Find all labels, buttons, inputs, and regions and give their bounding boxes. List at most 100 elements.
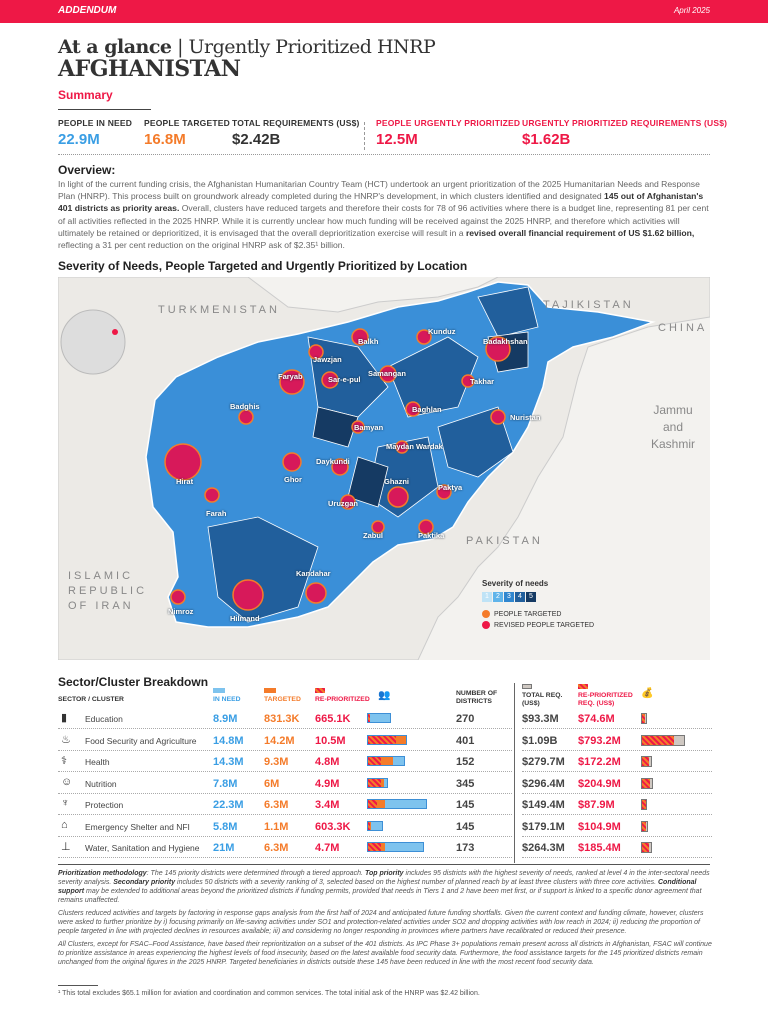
severity-level-2: 2 (493, 592, 503, 602)
sector-name: Food Security and Agriculture (85, 735, 197, 746)
title-bold: At a glance (58, 36, 172, 58)
col-repri-req: RE-PRIORITIZED REQ. (US$) (578, 684, 638, 708)
kpi-value: 22.9M (58, 131, 100, 148)
in-need-value: 7.8M (213, 777, 238, 790)
title-rest: Urgently Prioritized HNRP (188, 36, 436, 58)
severity-level-3: 3 (504, 592, 514, 602)
province-pie (371, 520, 385, 534)
table-row: ▮ Education 8.9M 831.3K 665.1K 270 $93.3… (58, 708, 712, 729)
col-total-req: TOTAL REQ. (US$) (522, 684, 567, 708)
province-label: Zabul (363, 531, 383, 540)
divider (514, 683, 515, 863)
in-need-bar (367, 756, 406, 766)
province-label: Samangan (368, 369, 406, 378)
divider (58, 154, 710, 155)
divider (58, 864, 710, 865)
kpi-value: $2.42B (232, 131, 281, 148)
province-label: Paktika (418, 531, 445, 540)
repri-value: 665.1K (315, 713, 351, 725)
table-row: ♆ Protection 22.3M 6.3M 3.4M 145 $149.4M… (58, 794, 712, 815)
repri-value: 4.8M (315, 756, 340, 768)
in-need-value: 21M (213, 842, 235, 854)
province-label: Maydan Wardak (386, 442, 443, 451)
province-pie (238, 409, 254, 425)
repri-bar (368, 714, 370, 722)
in-need-value: 5.8M (213, 820, 238, 833)
sector-name: Health (85, 757, 110, 767)
health-icon: ⚕ (61, 755, 67, 767)
repri-value: 4.7M (315, 842, 340, 854)
province-pie (351, 420, 365, 434)
in-need-bar (367, 842, 424, 852)
targeted-value: 6.3M (264, 799, 289, 811)
repri-req-swatch-icon (578, 684, 588, 689)
table-row: ☺ Nutrition 7.8M 6M 4.9M 345 $296.4M $20… (58, 773, 712, 794)
divider (58, 109, 151, 110)
repri-bar (368, 757, 381, 765)
province-label: Farah (206, 509, 227, 518)
kpi-value: 16.8M (144, 131, 186, 148)
province-pie (490, 409, 506, 425)
legend-revised: REVISED PEOPLE TARGETED (482, 621, 594, 629)
province-label: Daykundi (316, 457, 350, 466)
repri-bar (368, 778, 382, 787)
province-label: Sar-e-pul (328, 375, 361, 384)
shelter-icon: ⌂ (61, 818, 68, 831)
summary-heading: Summary (58, 88, 113, 102)
kpi-label: URGENTLY PRIORITIZED REQUIREMENTS (US$) (522, 118, 728, 128)
table-row: ⊥ Water, Sanitation and Hygiene 21M 6.3M… (58, 837, 712, 858)
overview-heading: Overview: (58, 163, 116, 177)
province-pie (416, 329, 432, 345)
kpi-people-prioritized: PEOPLE URGENTLY PRIORITIZED 12.5M (376, 118, 520, 148)
repri-value: 603.3K (315, 820, 351, 833)
total-req-bar (641, 777, 653, 789)
targeted-swatch-icon (264, 688, 276, 693)
total-req-bar (641, 734, 685, 746)
table-row: ♨ Food Security and Agriculture 14.8M 14… (58, 730, 712, 751)
revised-dot-icon (482, 621, 490, 629)
province-label: Balkh (358, 337, 379, 346)
kpi-value: 12.5M (376, 131, 418, 148)
severity-level-1: 1 (482, 592, 492, 602)
water-icon: ⊥ (61, 841, 71, 853)
province-pie (379, 365, 397, 383)
province-pie (461, 374, 475, 388)
province-pie (387, 486, 409, 508)
map-svg (58, 277, 710, 660)
table-row: ⚕ Health 14.3M 9.3M 4.8M 152 $279.7M $17… (58, 751, 712, 772)
country-label: ISLAMIC REPUBLIC OF IRAN (68, 570, 148, 612)
province-label: Ghazni (384, 477, 410, 486)
legend-targeted: PEOPLE TARGETED (482, 610, 594, 618)
repri-req-value: $793.2M (578, 734, 621, 747)
table-heading: Sector/Cluster Breakdown (58, 675, 209, 689)
country-label: TAJIKISTAN (543, 299, 634, 311)
map-heading: Severity of Needs, People Targeted and U… (58, 259, 468, 273)
repri-req-bar (642, 821, 647, 831)
province-label: Baghlan (412, 405, 442, 414)
total-req-bar (641, 756, 653, 767)
province-label: Faryab (278, 372, 303, 381)
repri-bar (368, 735, 397, 744)
total-req-bar (641, 713, 647, 724)
total-req-value: $179.1M (522, 820, 565, 833)
protection-icon: ♆ (61, 797, 70, 809)
province-pie (232, 579, 264, 611)
province-label: Nuristan (510, 413, 541, 422)
in-need-bar (367, 713, 391, 723)
severity-level-4: 4 (515, 592, 525, 602)
province-pie (321, 371, 339, 389)
country-label: CHINA (658, 322, 708, 334)
targeted-value: 9.3M (264, 756, 289, 768)
province-pie (418, 519, 434, 535)
country-label: Jammu and Kashmir (650, 403, 695, 451)
overview-text: In light of the current funding crisis, … (58, 179, 709, 251)
in-need-value: 14.3M (213, 756, 244, 768)
province-label: Badakhshan (483, 337, 528, 346)
in-need-bar (367, 777, 388, 788)
province-pie (331, 458, 349, 476)
people-icon: 👥 (378, 690, 391, 701)
province-pie (395, 440, 409, 454)
province-pie (340, 494, 356, 510)
